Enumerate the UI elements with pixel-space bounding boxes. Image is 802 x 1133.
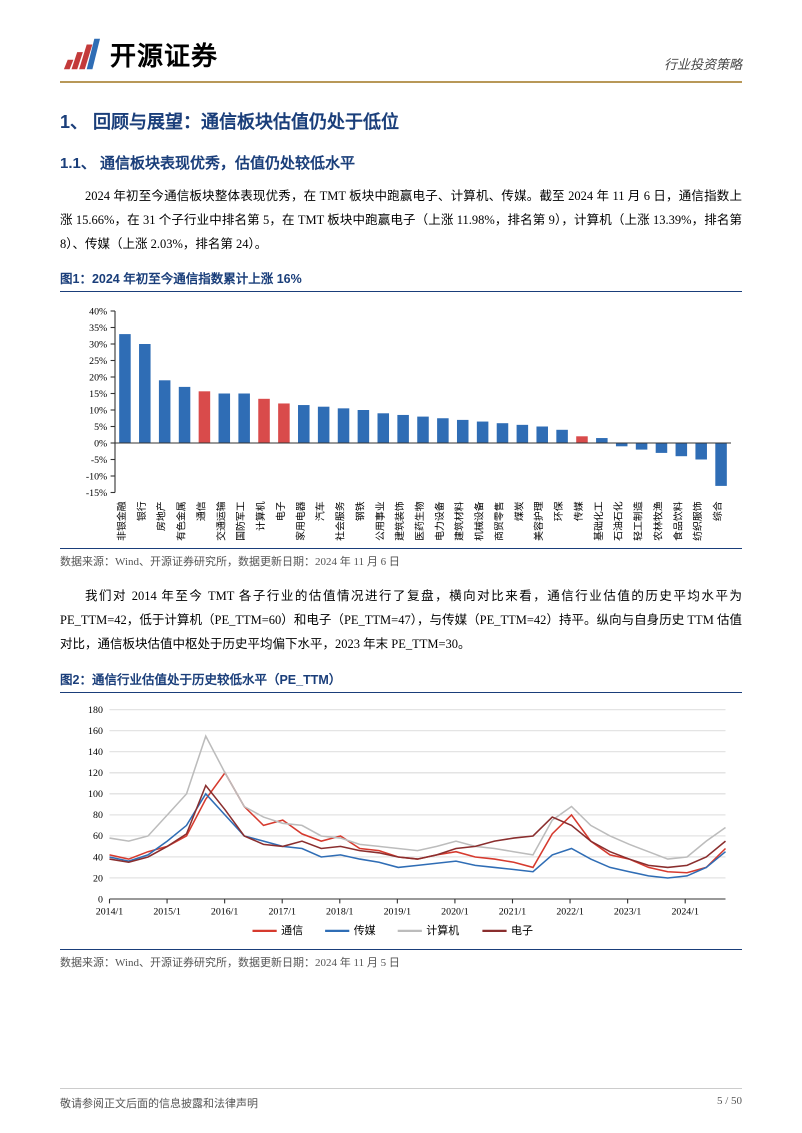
figure-2-chart: 0 20 40 60 80 100 120 140 160 180 2014/1 2015/1 2016…	[60, 701, 742, 943]
svg-text:-15%: -15%	[86, 488, 107, 499]
svg-text:传媒: 传媒	[573, 501, 585, 521]
svg-text:0%: 0%	[94, 439, 107, 450]
svg-text:60: 60	[93, 831, 103, 842]
svg-text:2023/1: 2023/1	[614, 906, 642, 917]
svg-text:国防军工: 国防军工	[234, 501, 247, 541]
svg-text:80: 80	[93, 810, 103, 821]
svg-text:食品饮料: 食品饮料	[671, 501, 684, 541]
svg-text:建筑材料: 建筑材料	[453, 501, 466, 541]
svg-text:有色金属: 有色金属	[175, 502, 188, 542]
svg-text:医药生物: 医药生物	[413, 501, 426, 541]
figure-1-chart: -15% -10% -5% 0% 5% 10% 15% 20% 25% 30% 35% 40% 非银金融…	[60, 300, 742, 542]
svg-text:15%: 15%	[89, 389, 107, 400]
svg-text:5%: 5%	[94, 422, 107, 433]
line-chart-svg: 0 20 40 60 80 100 120 140 160 180 2014/1 2015/1 2016…	[60, 701, 742, 943]
svg-text:银行: 银行	[135, 501, 148, 521]
figure-2-source: 数据来源：Wind、开源证券研究所，数据更新日期：2024 年 11 月 5 日	[60, 949, 742, 970]
svg-text:农林牧渔: 农林牧渔	[651, 501, 664, 541]
svg-text:煤炭: 煤炭	[512, 501, 525, 521]
figure-1-source: 数据来源：Wind、开源证券研究所，数据更新日期：2024 年 11 月 6 日	[60, 548, 742, 569]
svg-text:社会服务: 社会服务	[334, 501, 347, 541]
svg-text:140: 140	[88, 747, 103, 758]
svg-text:环保: 环保	[552, 501, 565, 521]
svg-text:2018/1: 2018/1	[326, 906, 354, 917]
svg-text:交通运输: 交通运输	[214, 501, 227, 541]
paragraph-1: 2024 年初至今通信板块整体表现优秀，在 TMT 板块中跑赢电子、计算机、传媒…	[60, 185, 742, 256]
svg-text:基础化工: 基础化工	[592, 501, 605, 541]
footer-page-number: 5 / 50	[717, 1095, 742, 1111]
brand-name: 开源证券	[110, 36, 218, 73]
svg-text:160: 160	[88, 726, 103, 737]
svg-text:25%: 25%	[89, 356, 107, 367]
svg-text:2017/1: 2017/1	[268, 906, 296, 917]
svg-text:公用事业: 公用事业	[373, 501, 386, 541]
section-1-title: 1、 回顾与展望：通信板块估值仍处于低位	[60, 108, 742, 134]
svg-text:计算机: 计算机	[426, 923, 459, 937]
svg-text:房地产: 房地产	[155, 501, 168, 531]
svg-text:机械设备: 机械设备	[473, 501, 486, 541]
brand-logo-icon	[60, 35, 102, 73]
svg-text:轻工制造: 轻工制造	[632, 501, 645, 541]
svg-text:石油石化: 石油石化	[612, 501, 625, 541]
svg-text:家用电器: 家用电器	[294, 501, 307, 541]
paragraph-2: 我们对 2014 年至今 TMT 各子行业的估值情况进行了复盘，横向对比来看，通…	[60, 585, 742, 656]
svg-text:电子: 电子	[274, 501, 287, 521]
svg-text:电力设备: 电力设备	[433, 501, 446, 541]
svg-text:2021/1: 2021/1	[499, 906, 527, 917]
svg-text:20%: 20%	[89, 373, 107, 384]
svg-text:汽车: 汽车	[314, 501, 327, 521]
svg-text:综合: 综合	[711, 501, 724, 521]
svg-text:传媒: 传媒	[354, 924, 376, 937]
svg-text:2016/1: 2016/1	[211, 906, 239, 917]
svg-text:2014/1: 2014/1	[96, 906, 124, 917]
svg-text:2020/1: 2020/1	[441, 906, 469, 917]
svg-text:35%: 35%	[89, 323, 107, 334]
figure-2-title: 图2：通信行业估值处于历史较低水平（PE_TTM）	[60, 669, 742, 693]
svg-text:通信: 通信	[281, 924, 303, 937]
bar-chart-svg: -15% -10% -5% 0% 5% 10% 15% 20% 25% 30% 35% 40% 非银金融…	[60, 300, 742, 542]
svg-text:100: 100	[88, 789, 103, 800]
svg-text:120: 120	[88, 768, 103, 779]
svg-text:非银金融: 非银金融	[115, 501, 128, 541]
svg-text:40: 40	[93, 852, 103, 863]
svg-text:2022/1: 2022/1	[556, 906, 584, 917]
svg-text:计算机: 计算机	[254, 501, 267, 531]
svg-text:建筑装饰: 建筑装饰	[393, 501, 406, 541]
svg-text:商贸零售: 商贸零售	[492, 502, 505, 542]
figure-1-title: 图1：2024 年初至今通信指数累计上涨 16%	[60, 268, 742, 292]
svg-text:电子: 电子	[511, 924, 533, 937]
footer-disclaimer: 敬请参阅正文后面的信息披露和法律声明	[60, 1095, 258, 1111]
svg-text:美容护理: 美容护理	[532, 501, 545, 541]
svg-text:2015/1: 2015/1	[153, 906, 181, 917]
svg-text:0: 0	[98, 894, 103, 905]
page-header: 开源证券 行业投资策略	[60, 35, 742, 83]
svg-text:10%: 10%	[89, 406, 107, 417]
header-category: 行业投资策略	[664, 54, 742, 73]
svg-text:2019/1: 2019/1	[384, 906, 412, 917]
svg-text:-5%: -5%	[91, 455, 107, 466]
svg-text:20: 20	[93, 873, 103, 884]
svg-text:纺织服饰: 纺织服饰	[691, 501, 704, 541]
svg-text:180: 180	[88, 705, 103, 716]
svg-text:40%: 40%	[89, 307, 107, 318]
section-1-1-title: 1.1、 通信板块表现优秀，估值仍处较低水平	[60, 152, 742, 173]
brand-logo-block: 开源证券	[60, 35, 218, 73]
svg-text:通信: 通信	[195, 501, 207, 521]
page-footer: 敬请参阅正文后面的信息披露和法律声明 5 / 50	[60, 1088, 742, 1111]
svg-text:2024/1: 2024/1	[671, 906, 699, 917]
svg-text:30%: 30%	[89, 340, 107, 351]
svg-text:-10%: -10%	[86, 472, 107, 483]
svg-text:钢铁: 钢铁	[353, 501, 366, 521]
